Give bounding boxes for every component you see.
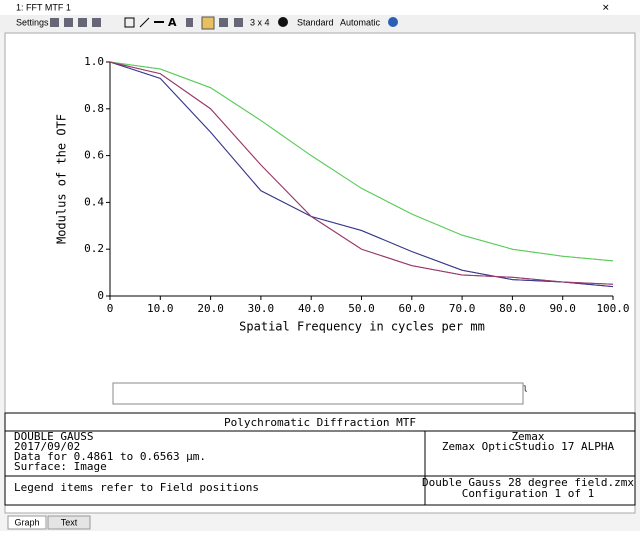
- y-tick-label: 0.6: [84, 149, 104, 162]
- mtf-curve: [109, 61, 614, 288]
- y-tick-label: 0: [97, 289, 104, 302]
- window-title: 1: FFT MTF 1: [16, 2, 71, 12]
- info-line: Data for 0.4861 to 0.6563 µm.: [14, 450, 206, 463]
- toolbar: [0, 15, 640, 32]
- legend: [112, 382, 524, 405]
- info-line: 2017/09/02: [14, 440, 80, 453]
- info-title: Polychromatic Diffraction MTF: [224, 416, 416, 429]
- x-tick-label: 100.0: [596, 302, 629, 315]
- x-tick-label: 20.0: [197, 302, 224, 315]
- x-axis-label: Spatial Frequency in cycles per mm: [239, 320, 485, 334]
- y-tick-label: 1.0: [84, 55, 104, 68]
- tab[interactable]: [47, 515, 91, 530]
- x-tick-label: 40.0: [298, 302, 325, 315]
- standard-dropdown[interactable]: Standard: [297, 17, 334, 27]
- svg-text:A: A: [168, 16, 177, 29]
- tab[interactable]: [7, 515, 47, 530]
- x-tick-label: 60.0: [399, 302, 426, 315]
- info-line: Double Gauss 28 degree field.zmx: [422, 476, 634, 489]
- x-tick-label: 30.0: [248, 302, 275, 315]
- mtf-curve: [109, 61, 614, 262]
- x-tick-label: 0: [107, 302, 114, 315]
- toolbar-icons: A: [50, 16, 398, 30]
- y-tick-label: 0.2: [84, 242, 104, 255]
- info-line: Surface: Image: [14, 460, 107, 473]
- tab-label[interactable]: Text: [61, 517, 78, 527]
- info-line: DOUBLE GAUSS: [14, 430, 93, 443]
- info-box: [4, 412, 636, 506]
- x-tick-label: 70.0: [449, 302, 476, 315]
- info-line: Zemax: [511, 430, 544, 443]
- title-bar: [0, 0, 640, 15]
- x-tick-label: 50.0: [348, 302, 375, 315]
- layout-dropdown[interactable]: 3 x 4: [250, 17, 270, 27]
- y-tick-label: 0.4: [84, 195, 104, 208]
- tab-label[interactable]: Graph: [14, 517, 39, 527]
- settings-button[interactable]: Settings: [16, 17, 49, 27]
- mtf-curve: [109, 61, 614, 285]
- info-line: Zemax OpticStudio 17 ALPHA: [442, 440, 615, 453]
- y-axis-label: Modulus of the OTF: [55, 114, 69, 244]
- y-tick-label: 0.8: [84, 102, 104, 115]
- info-line: Configuration 1 of 1: [462, 487, 594, 500]
- x-tick-label: 80.0: [499, 302, 526, 315]
- close-button[interactable]: ✕: [602, 2, 610, 12]
- x-tick-label: 10.0: [147, 302, 174, 315]
- x-tick-label: 90.0: [549, 302, 576, 315]
- automatic-dropdown[interactable]: Automatic: [340, 17, 381, 27]
- info-note: Legend items refer to Field positions: [14, 481, 259, 494]
